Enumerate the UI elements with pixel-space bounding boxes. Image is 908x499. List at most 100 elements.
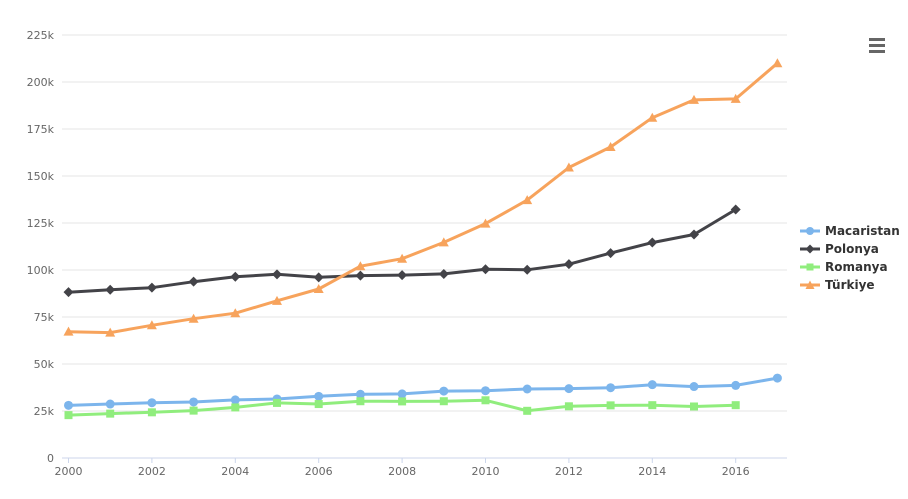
point-polonya-2003[interactable] — [188, 276, 199, 287]
y-axis-label: 200k — [27, 76, 55, 89]
point-romanya-2012[interactable] — [564, 402, 573, 411]
point-polonya-2014[interactable] — [647, 237, 658, 248]
point-romanya-2014[interactable] — [648, 401, 657, 410]
point-macaristan-2010[interactable] — [481, 386, 490, 396]
diamond-marker-icon — [800, 244, 820, 254]
point-macaristan-2006[interactable] — [314, 391, 324, 401]
x-axis-label: 2000 — [55, 465, 83, 478]
point-turkiye-2002[interactable] — [146, 320, 157, 330]
point-turkiye-2003[interactable] — [188, 313, 199, 323]
y-axis-label: 125k — [27, 217, 55, 230]
y-axis-label: 75k — [34, 311, 55, 324]
point-turkiye-2014[interactable] — [647, 112, 658, 122]
series-line-turkiye[interactable] — [67, 61, 779, 335]
point-romanya-2002[interactable] — [147, 408, 156, 417]
triangle-marker-icon — [800, 280, 820, 289]
series-line-macaristan[interactable] — [67, 376, 779, 407]
point-romanya-2003[interactable] — [189, 406, 198, 415]
point-romanya-2010[interactable] — [481, 396, 490, 405]
point-turkiye-2012[interactable] — [563, 162, 574, 172]
point-polonya-2016[interactable] — [730, 204, 741, 215]
legend: Macaristan Polonya Romanya Türkiye — [800, 222, 900, 294]
x-axis-label: 2004 — [221, 465, 249, 478]
y-axis-label: 225k — [27, 29, 55, 42]
point-polonya-2009[interactable] — [438, 268, 449, 279]
point-polonya-2005[interactable] — [272, 269, 282, 280]
circle-marker-icon — [800, 227, 820, 235]
legend-item-polonya[interactable]: Polonya — [800, 240, 900, 258]
point-macaristan-2011[interactable] — [522, 384, 532, 394]
point-macaristan-2002[interactable] — [147, 398, 157, 408]
y-axis-label: 150k — [27, 170, 55, 183]
y-axis-label: 100k — [27, 264, 55, 277]
point-polonya-2015[interactable] — [689, 229, 699, 240]
x-axis-label: 2006 — [305, 465, 333, 478]
x-axis-label: 2014 — [638, 465, 666, 478]
point-polonya-2002[interactable] — [146, 282, 157, 293]
point-polonya-2006[interactable] — [313, 272, 324, 283]
chart-context-menu-button[interactable] — [867, 36, 887, 54]
point-polonya-2001[interactable] — [105, 284, 116, 295]
point-turkiye-2005[interactable] — [272, 295, 282, 305]
point-macaristan-2008[interactable] — [397, 389, 407, 399]
point-macaristan-2015[interactable] — [689, 382, 699, 392]
point-turkiye-2007[interactable] — [355, 261, 366, 271]
point-turkiye-2016[interactable] — [730, 93, 741, 103]
point-romanya-2016[interactable] — [731, 401, 740, 410]
point-romanya-2004[interactable] — [231, 403, 240, 412]
point-turkiye-2008[interactable] — [397, 253, 408, 263]
point-romanya-2013[interactable] — [606, 401, 615, 410]
point-macaristan-2004[interactable] — [230, 395, 240, 405]
point-romanya-2008[interactable] — [398, 397, 407, 406]
legend-item-turkiye[interactable]: Türkiye — [800, 276, 900, 294]
point-macaristan-2001[interactable] — [105, 399, 115, 409]
point-polonya-2008[interactable] — [397, 270, 408, 281]
point-polonya-2011[interactable] — [522, 264, 533, 275]
x-axis-label: 2016 — [722, 465, 750, 478]
point-romanya-2015[interactable] — [690, 402, 698, 411]
hamburger-icon — [869, 37, 885, 41]
point-turkiye-2017[interactable] — [772, 58, 783, 68]
point-macaristan-2007[interactable] — [355, 389, 365, 399]
y-axis-label: 0 — [47, 452, 54, 465]
point-macaristan-2003[interactable] — [189, 397, 199, 407]
point-polonya-2010[interactable] — [480, 264, 491, 275]
point-turkiye-2000[interactable] — [63, 326, 74, 336]
point-polonya-2012[interactable] — [563, 259, 574, 270]
legend-label: Polonya — [825, 242, 879, 256]
point-macaristan-2017[interactable] — [772, 373, 782, 383]
point-romanya-2009[interactable] — [439, 397, 448, 406]
point-turkiye-2001[interactable] — [105, 327, 116, 337]
point-macaristan-2000[interactable] — [64, 400, 73, 410]
hamburger-icon — [869, 49, 885, 53]
point-polonya-2000[interactable] — [63, 287, 74, 298]
point-romanya-2001[interactable] — [106, 409, 115, 418]
legend-item-romanya[interactable]: Romanya — [800, 258, 900, 276]
point-romanya-2000[interactable] — [64, 411, 73, 420]
y-axis-label: 25k — [34, 405, 55, 418]
y-axis-label: 50k — [34, 358, 55, 371]
point-turkiye-2004[interactable] — [230, 308, 241, 318]
point-turkiye-2015[interactable] — [689, 94, 699, 104]
point-macaristan-2009[interactable] — [439, 386, 449, 396]
point-macaristan-2012[interactable] — [564, 384, 574, 394]
point-turkiye-2011[interactable] — [522, 195, 533, 205]
point-turkiye-2010[interactable] — [480, 218, 491, 228]
point-turkiye-2009[interactable] — [438, 237, 449, 247]
point-polonya-2013[interactable] — [605, 248, 616, 259]
point-macaristan-2016[interactable] — [731, 380, 741, 390]
point-romanya-2005[interactable] — [273, 398, 281, 407]
point-romanya-2011[interactable] — [523, 406, 532, 415]
point-romanya-2007[interactable] — [356, 397, 365, 406]
point-macaristan-2014[interactable] — [647, 380, 657, 390]
point-turkiye-2006[interactable] — [313, 283, 324, 293]
point-romanya-2006[interactable] — [314, 400, 323, 409]
point-polonya-2004[interactable] — [230, 271, 241, 282]
point-macaristan-2013[interactable] — [606, 383, 616, 393]
point-turkiye-2013[interactable] — [605, 142, 616, 152]
point-polonya-2007[interactable] — [355, 270, 366, 281]
x-axis-label: 2002 — [138, 465, 166, 478]
legend-item-macaristan[interactable]: Macaristan — [800, 222, 900, 240]
